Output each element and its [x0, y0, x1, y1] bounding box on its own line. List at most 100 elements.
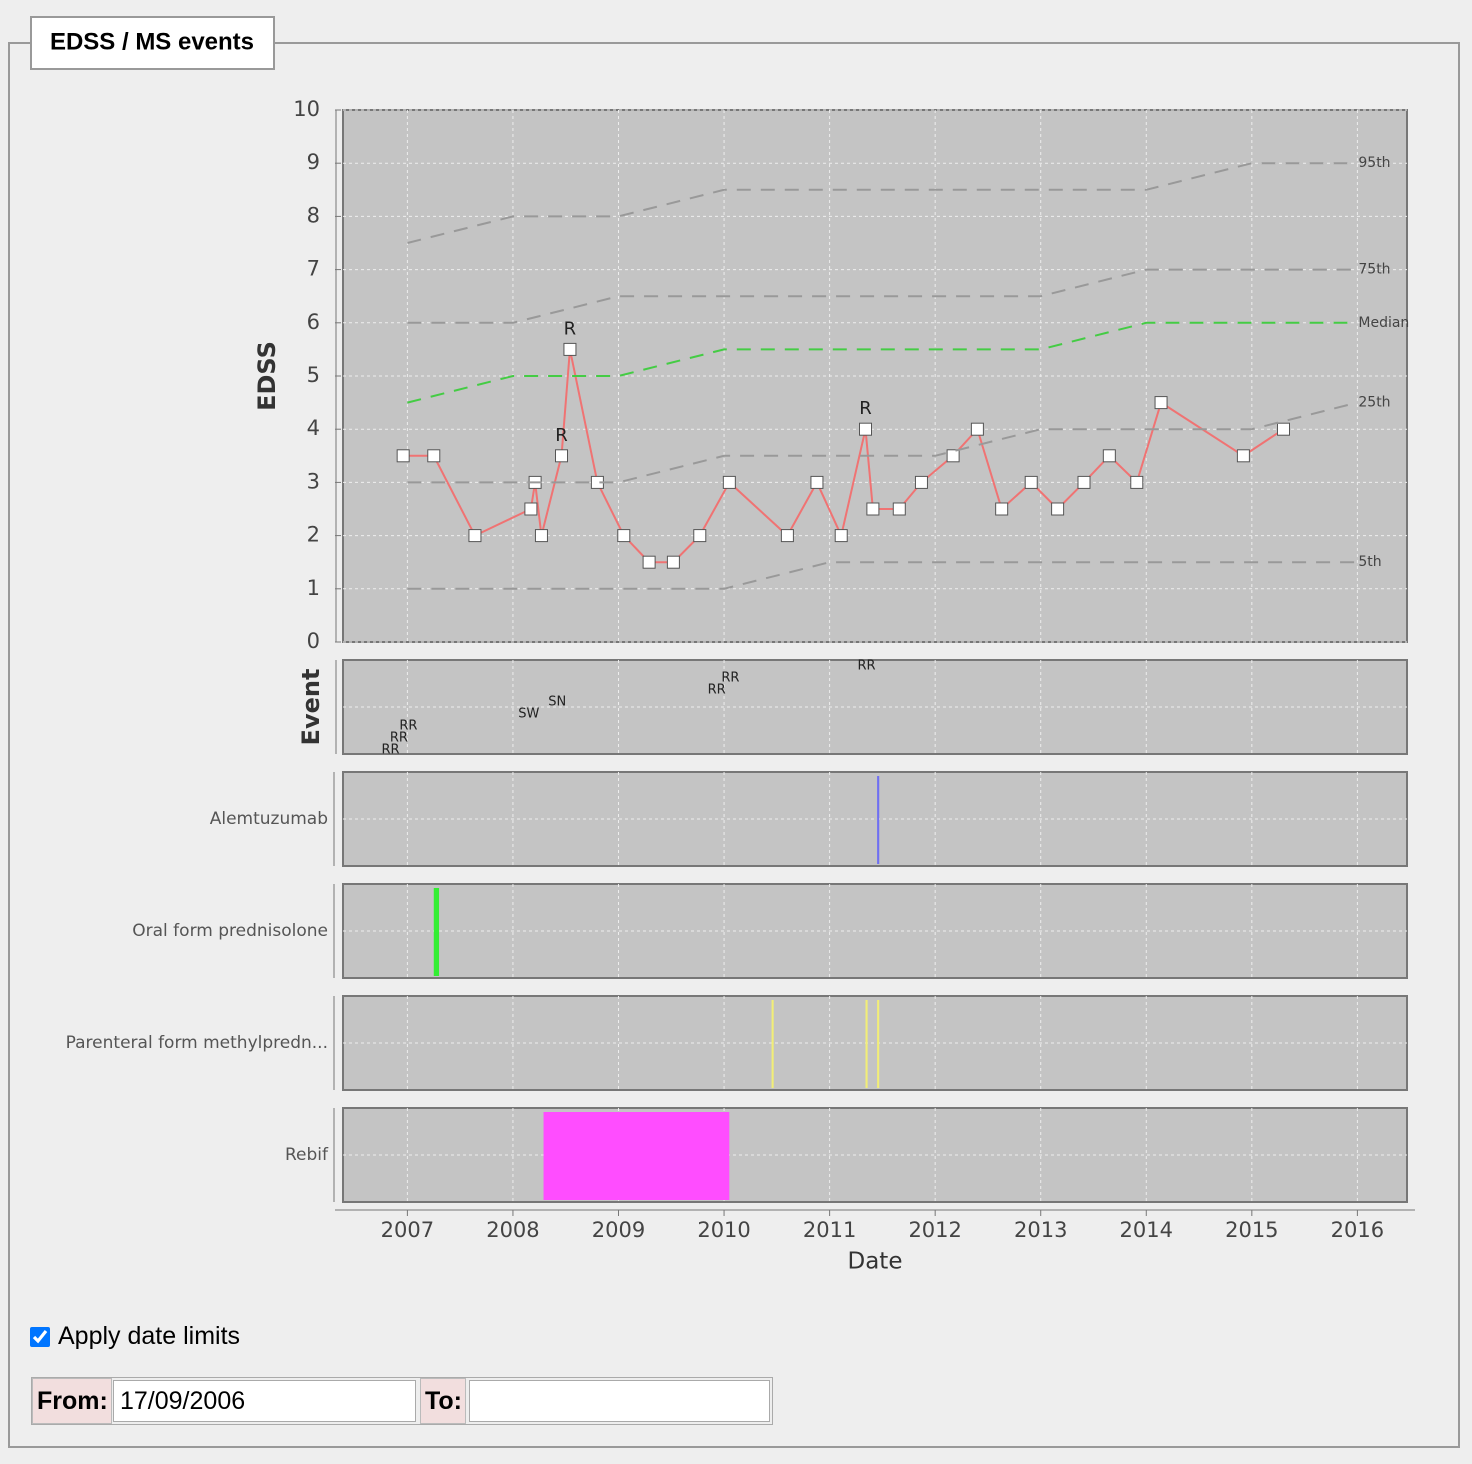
x-tick-label: 2011 — [803, 1218, 856, 1242]
data-point — [780, 529, 794, 543]
checkbox[interactable] — [30, 1326, 50, 1347]
date-range-form: From: To: — [31, 1377, 773, 1425]
data-point — [563, 342, 577, 356]
x-tick-label: 2016 — [1331, 1218, 1384, 1242]
y-tick-label: 1 — [307, 576, 320, 600]
y-tick-label: 2 — [307, 523, 320, 547]
event-plot-area — [342, 659, 1408, 755]
data-point — [1051, 502, 1065, 516]
reference-line — [407, 162, 1358, 244]
reference-line — [407, 321, 1358, 404]
reference-label: Median — [1358, 315, 1409, 331]
data-point — [866, 502, 880, 516]
x-tick-label: 2012 — [908, 1218, 961, 1242]
annotation: R — [555, 425, 568, 446]
event-label: SN — [548, 695, 566, 710]
drug-label: Parenteral form methylpredn... — [66, 1033, 328, 1053]
data-point — [693, 529, 707, 543]
event-label: RR — [858, 659, 876, 674]
data-point — [666, 555, 680, 569]
annotation: R — [564, 318, 577, 339]
y-tick-label: 5 — [307, 363, 320, 387]
data-point — [722, 475, 736, 489]
x-tick-label: 2009 — [592, 1218, 645, 1242]
reference-label: 5th — [1358, 554, 1381, 570]
data-point — [396, 449, 410, 463]
event-label: RR — [381, 743, 399, 758]
data-point — [468, 529, 482, 543]
drug-plot-area — [342, 1107, 1408, 1203]
data-point — [1277, 422, 1290, 436]
y-tick-label: 0 — [307, 629, 320, 653]
x-tick-label: 2010 — [697, 1218, 750, 1242]
data-point — [970, 422, 984, 436]
data-point — [427, 449, 441, 463]
drug-period — [433, 888, 440, 976]
y-tick-label: 3 — [307, 469, 320, 493]
data-point — [1154, 396, 1168, 410]
data-point — [1236, 449, 1250, 463]
drug-plot-area — [342, 883, 1408, 979]
reference-label: 75th — [1358, 262, 1390, 278]
drug-label: Oral form prednisolone — [132, 921, 328, 941]
data-point — [534, 529, 548, 543]
y-tick-label: 7 — [307, 257, 320, 281]
reference-label: 95th — [1358, 155, 1390, 171]
reference-line — [407, 561, 1358, 590]
fieldset-border — [8, 42, 1460, 1448]
reference-line — [407, 268, 1358, 324]
data-point — [834, 529, 848, 543]
panel-title: EDSS / MS events — [50, 28, 254, 55]
data-point — [1102, 449, 1116, 463]
y-tick-label: 10 — [293, 97, 320, 121]
event-axis-label: Event — [297, 669, 325, 746]
y-axis-label: EDSS — [253, 341, 281, 411]
to-input[interactable] — [469, 1380, 770, 1422]
drug-period — [877, 776, 880, 864]
data-point — [914, 475, 928, 489]
to-label: To: — [420, 1378, 466, 1424]
data-point — [995, 502, 1009, 516]
from-label: From: — [32, 1378, 112, 1424]
annotation: R — [859, 398, 872, 419]
drug-label: Rebif — [285, 1145, 329, 1165]
y-tick-label: 4 — [307, 416, 320, 440]
x-tick-label: 2013 — [1014, 1218, 1067, 1242]
drug-period — [543, 1112, 730, 1200]
event-label: RR — [708, 683, 726, 698]
x-tick-label: 2007 — [381, 1218, 434, 1242]
data-point — [859, 422, 872, 436]
x-tick-label: 2008 — [486, 1218, 539, 1242]
y-tick-label: 8 — [307, 203, 320, 227]
data-point — [810, 475, 824, 489]
reference-line — [407, 401, 1358, 484]
data-point — [555, 449, 568, 463]
drug-plot-area — [342, 995, 1408, 1091]
data-point — [892, 502, 906, 516]
drug-period — [771, 1000, 774, 1088]
x-axis-label: Date — [848, 1249, 903, 1275]
event-label: RR — [399, 719, 417, 734]
drug-period — [865, 1000, 868, 1088]
event-label: SW — [518, 707, 539, 722]
y-tick-label: 6 — [307, 310, 320, 334]
data-point — [1130, 475, 1144, 489]
event-label: RR — [721, 671, 739, 686]
legend-box — [30, 16, 275, 70]
edss-plot-area — [342, 109, 1408, 643]
data-point — [946, 449, 960, 463]
from-input[interactable] — [113, 1380, 416, 1422]
data-point — [1077, 475, 1091, 489]
x-tick-label: 2014 — [1120, 1218, 1173, 1242]
data-point — [642, 555, 656, 569]
x-tick-label: 2015 — [1225, 1218, 1278, 1242]
event-label: RR — [390, 731, 408, 746]
data-point — [1024, 475, 1038, 489]
data-point — [617, 529, 631, 543]
drug-period — [877, 1000, 880, 1088]
y-tick-label: 9 — [307, 150, 320, 174]
drug-label: Alemtuzumab — [210, 809, 328, 829]
date-limit-row: Apply date limits — [30, 1322, 240, 1351]
